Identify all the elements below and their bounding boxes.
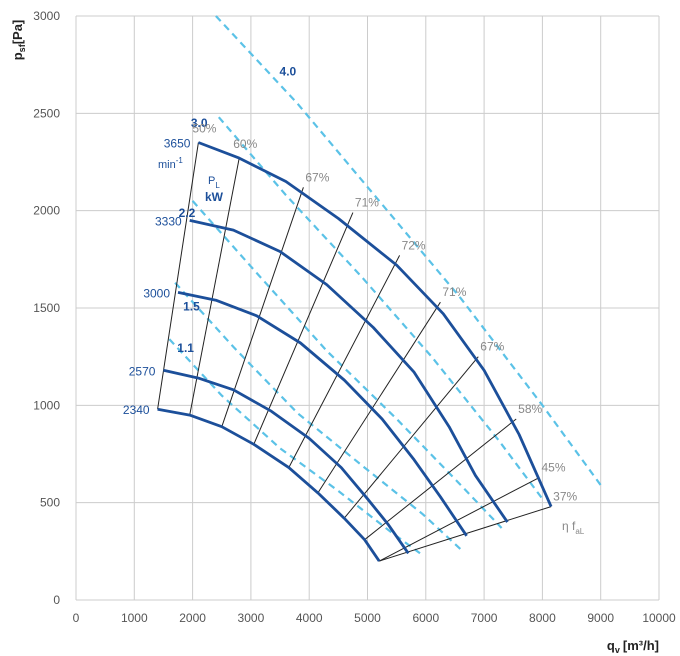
efficiency-line bbox=[378, 476, 540, 562]
speed-curve-2340 bbox=[157, 407, 381, 562]
efficiency-symbol: η faL bbox=[562, 519, 585, 536]
efficiency-label: 45% bbox=[541, 460, 565, 474]
x-tick-label: 10000 bbox=[642, 611, 676, 625]
power-unit-label: kW bbox=[205, 190, 224, 204]
power-curve-1-1 bbox=[168, 338, 421, 555]
y-tick-label: 0 bbox=[53, 593, 60, 607]
x-tick-label: 7000 bbox=[471, 611, 498, 625]
x-tick-label: 1000 bbox=[121, 611, 148, 625]
x-tick-label: 5000 bbox=[354, 611, 381, 625]
efficiency-label: 50% bbox=[192, 122, 216, 136]
x-tick-label: 6000 bbox=[412, 611, 439, 625]
x-tick-label: 9000 bbox=[587, 611, 614, 625]
y-tick-label: 2500 bbox=[33, 106, 60, 120]
speed-curve-3650 bbox=[197, 141, 553, 508]
power-label: 3.0 bbox=[191, 116, 208, 130]
power-label: 1.1 bbox=[177, 341, 194, 355]
efficiency-line bbox=[343, 356, 479, 519]
y-tick-label: 1500 bbox=[33, 301, 60, 315]
x-axis-subscript: v bbox=[615, 645, 620, 655]
speed-curve-3000 bbox=[177, 291, 468, 537]
y-tick-label: 1000 bbox=[33, 398, 60, 412]
efficiency-label: 72% bbox=[402, 238, 426, 252]
efficiency-line bbox=[317, 301, 441, 494]
efficiency-line bbox=[189, 158, 240, 416]
x-tick-label: 4000 bbox=[296, 611, 323, 625]
y-tick-label: 2000 bbox=[33, 204, 60, 218]
y-tick-label: 3000 bbox=[33, 9, 60, 23]
power-label: 2.2 bbox=[179, 206, 196, 220]
efficiency-line bbox=[253, 212, 354, 445]
power-label: 1.5 bbox=[183, 300, 200, 314]
axes: 0 1000 2000 3000 4000 5000 6000 7000 8000 9000 100… bbox=[33, 9, 676, 625]
efficiency-label: 67% bbox=[480, 340, 504, 354]
annotations: 3650 3330 3000 2570 2340 4.0 3.0 2.2 1.5 1.1 50% 60… bbox=[123, 65, 578, 504]
efficiency-line bbox=[364, 418, 517, 541]
x-tick-label: 8000 bbox=[529, 611, 556, 625]
speed-curves bbox=[157, 141, 553, 562]
y-axis-unit: [Pa] bbox=[10, 20, 25, 45]
power-curve-3-0 bbox=[217, 116, 544, 500]
x-axis-title: qv [m³/h] bbox=[607, 638, 659, 655]
x-tick-label: 2000 bbox=[179, 611, 206, 625]
power-curve-2-2 bbox=[191, 200, 503, 529]
efficiency-label: 71% bbox=[442, 285, 466, 299]
speed-curve-3330 bbox=[189, 219, 509, 523]
efficiency-label: 37% bbox=[553, 490, 577, 504]
x-axis-unit: [m³/h] bbox=[623, 638, 659, 653]
power-unit-symbol: PL bbox=[208, 175, 220, 190]
x-tick-label: 0 bbox=[73, 611, 80, 625]
efficiency-label: 60% bbox=[233, 137, 257, 151]
speed-curve-2570 bbox=[163, 368, 410, 555]
speed-label: 3000 bbox=[143, 286, 170, 300]
efficiency-label: 71% bbox=[355, 196, 379, 210]
speed-label: 3330 bbox=[155, 214, 182, 228]
speed-label: 3650 bbox=[164, 137, 191, 151]
x-tick-label: 3000 bbox=[238, 611, 265, 625]
speed-label: 2340 bbox=[123, 403, 150, 417]
efficiency-line bbox=[221, 187, 304, 427]
y-axis-subscript: sf bbox=[17, 43, 27, 52]
y-axis-symbol: p bbox=[10, 52, 25, 60]
efficiency-label: 58% bbox=[518, 402, 542, 416]
efficiency-line bbox=[288, 255, 401, 468]
power-curve-4-0 bbox=[215, 15, 602, 486]
y-tick-label: 500 bbox=[40, 496, 60, 510]
efficiency-line bbox=[157, 142, 199, 410]
power-label: 4.0 bbox=[280, 65, 297, 79]
speed-unit-label: min-1 bbox=[158, 156, 183, 171]
y-axis-title: psf[Pa] bbox=[10, 20, 27, 61]
power-curve-1-5 bbox=[174, 281, 462, 551]
x-axis-symbol: q bbox=[607, 638, 615, 653]
efficiency-label: 67% bbox=[305, 170, 329, 184]
speed-label: 2570 bbox=[129, 364, 156, 378]
